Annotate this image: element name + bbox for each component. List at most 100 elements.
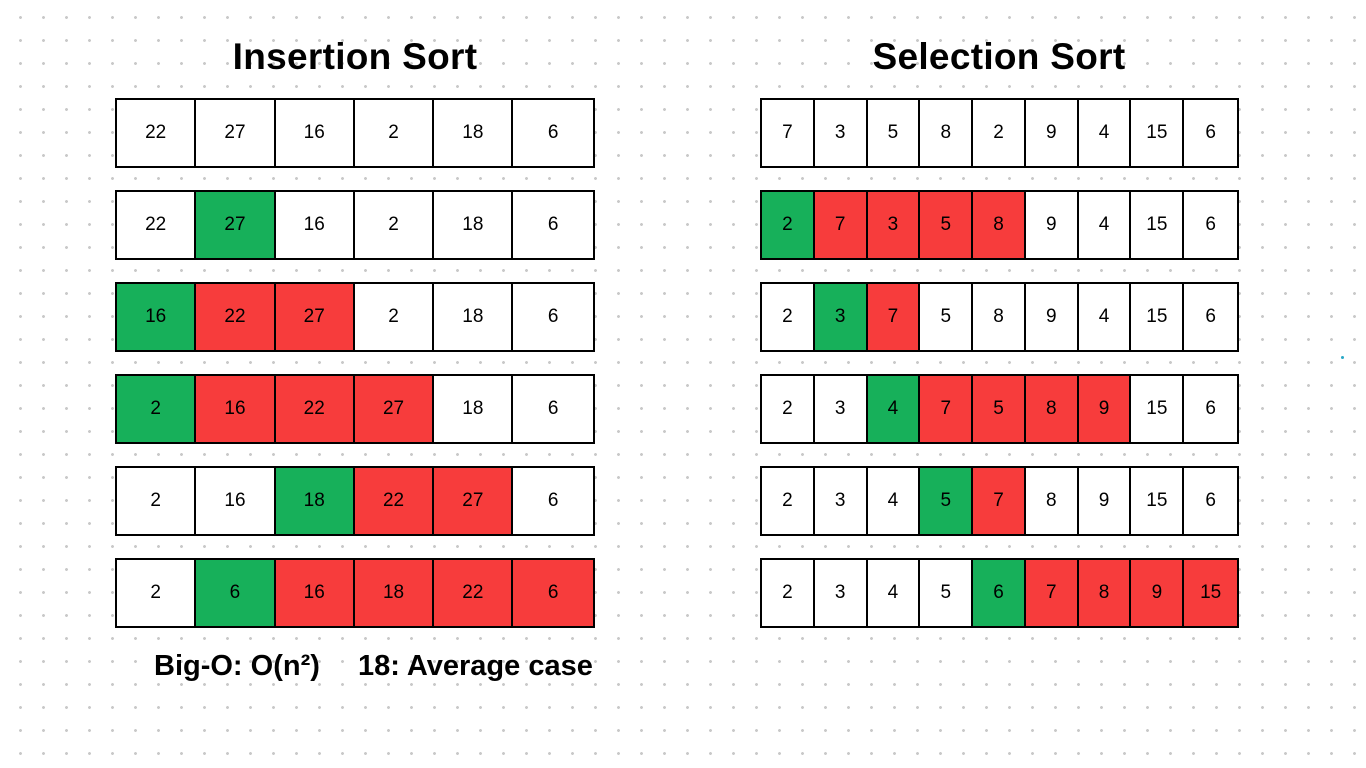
array-cell: 6 (513, 560, 593, 626)
array-cell: 5 (920, 468, 974, 534)
array-cell: 3 (814, 284, 868, 350)
stray-dot (1341, 356, 1344, 359)
array-cell: 15 (1184, 560, 1238, 626)
selection-step-row: 7 3 5 8 2 9 4 15 6 (760, 98, 1239, 168)
array-cell: 5 (920, 192, 974, 258)
array-cell: 16 (117, 284, 197, 350)
array-cell: 6 (1184, 376, 1238, 442)
array-cell: 18 (434, 376, 514, 442)
array-cell: 6 (513, 376, 593, 442)
array-cell: 8 (1025, 376, 1079, 442)
array-cell: 3 (814, 100, 868, 166)
array-cell: 4 (867, 376, 921, 442)
insertion-step-row: 22 27 16 2 18 6 (115, 98, 595, 168)
array-cell: 6 (1184, 284, 1238, 350)
average-case-note: 18: Average case (358, 650, 593, 682)
insertion-step-row: 22 27 16 2 18 6 (115, 190, 595, 260)
array-cell: 3 (814, 560, 868, 626)
insertion-sort-title: Insertion Sort (232, 36, 478, 77)
array-cell: 3 (867, 192, 921, 258)
array-cell: 27 (275, 284, 355, 350)
array-cell: 3 (814, 376, 868, 442)
array-cell: 9 (1025, 284, 1079, 350)
array-cell: 2 (117, 376, 197, 442)
array-cell: 6 (973, 560, 1026, 626)
array-cell: 16 (275, 560, 355, 626)
array-cell: 22 (196, 284, 276, 350)
selection-step-row: 2 3 4 5 7 8 9 15 6 (760, 466, 1239, 536)
array-cell: 15 (1131, 468, 1185, 534)
insertion-step-row: 2 16 18 22 27 6 (115, 466, 595, 536)
array-cell: 2 (354, 100, 435, 166)
array-cell: 6 (1184, 192, 1238, 258)
array-cell: 5 (867, 100, 921, 166)
array-cell: 16 (275, 192, 355, 258)
array-cell: 2 (117, 468, 197, 534)
insertion-sort-steps: 22 27 16 2 18 6 22 27 16 2 18 6 16 22 27 2 18 6 2 16 22 27 18 6… (115, 98, 595, 650)
array-cell: 9 (1078, 468, 1132, 534)
array-cell: 16 (275, 100, 355, 166)
array-cell: 4 (1078, 284, 1132, 350)
array-cell: 8 (1025, 468, 1079, 534)
array-cell: 27 (196, 192, 276, 258)
array-cell: 15 (1131, 376, 1185, 442)
array-cell: 2 (762, 376, 815, 442)
array-cell: 18 (434, 192, 514, 258)
array-cell: 9 (1025, 100, 1079, 166)
array-cell: 8 (1078, 560, 1132, 626)
array-cell: 9 (1025, 192, 1079, 258)
array-cell: 2 (762, 192, 815, 258)
array-cell: 22 (354, 468, 435, 534)
selection-step-row: 2 3 4 7 5 8 9 15 6 (760, 374, 1239, 444)
array-cell: 22 (117, 192, 197, 258)
array-cell: 6 (1184, 100, 1238, 166)
array-cell: 22 (117, 100, 197, 166)
array-cell: 5 (973, 376, 1026, 442)
array-cell: 2 (117, 560, 197, 626)
array-cell: 6 (513, 284, 593, 350)
array-cell: 27 (196, 100, 276, 166)
array-cell: 7 (973, 468, 1026, 534)
array-cell: 4 (867, 468, 921, 534)
array-cell: 15 (1131, 100, 1185, 166)
insertion-step-row: 2 6 16 18 22 6 (115, 558, 595, 628)
array-cell: 9 (1131, 560, 1185, 626)
array-cell: 6 (513, 468, 593, 534)
big-o-label: Big-O: O(n²) (154, 650, 320, 682)
array-cell: 15 (1131, 192, 1185, 258)
array-cell: 2 (354, 192, 435, 258)
array-cell: 6 (513, 192, 593, 258)
array-cell: 6 (513, 100, 593, 166)
array-cell: 16 (196, 376, 276, 442)
insertion-step-row: 2 16 22 27 18 6 (115, 374, 595, 444)
array-cell: 8 (973, 192, 1026, 258)
array-cell: 9 (1078, 376, 1132, 442)
array-cell: 4 (1078, 192, 1132, 258)
array-cell: 7 (1025, 560, 1079, 626)
array-cell: 18 (275, 468, 355, 534)
array-cell: 4 (867, 560, 921, 626)
array-cell: 5 (920, 284, 974, 350)
selection-step-row: 2 3 7 5 8 9 4 15 6 (760, 282, 1239, 352)
selection-sort-steps: 7 3 5 8 2 9 4 15 6 2 7 3 5 8 9 4 15 6 2 3 7 5 8 9 4 15 6 2 3 4 7 5 8 9 15 6… (760, 98, 1239, 650)
array-cell: 7 (814, 192, 868, 258)
array-cell: 22 (434, 560, 514, 626)
array-cell: 7 (762, 100, 815, 166)
array-cell: 22 (275, 376, 355, 442)
array-cell: 16 (196, 468, 276, 534)
array-cell: 7 (867, 284, 921, 350)
array-cell: 18 (434, 100, 514, 166)
array-cell: 2 (762, 560, 815, 626)
array-cell: 6 (196, 560, 276, 626)
array-cell: 18 (434, 284, 514, 350)
insertion-step-row: 16 22 27 2 18 6 (115, 282, 595, 352)
array-cell: 18 (354, 560, 435, 626)
array-cell: 5 (920, 560, 974, 626)
selection-step-row: 2 7 3 5 8 9 4 15 6 (760, 190, 1239, 260)
selection-sort-title: Selection Sort (872, 36, 1126, 77)
array-cell: 6 (1184, 468, 1238, 534)
array-cell: 2 (973, 100, 1026, 166)
array-cell: 3 (814, 468, 868, 534)
selection-step-row: 2 3 4 5 6 7 8 9 15 (760, 558, 1239, 628)
array-cell: 27 (434, 468, 514, 534)
